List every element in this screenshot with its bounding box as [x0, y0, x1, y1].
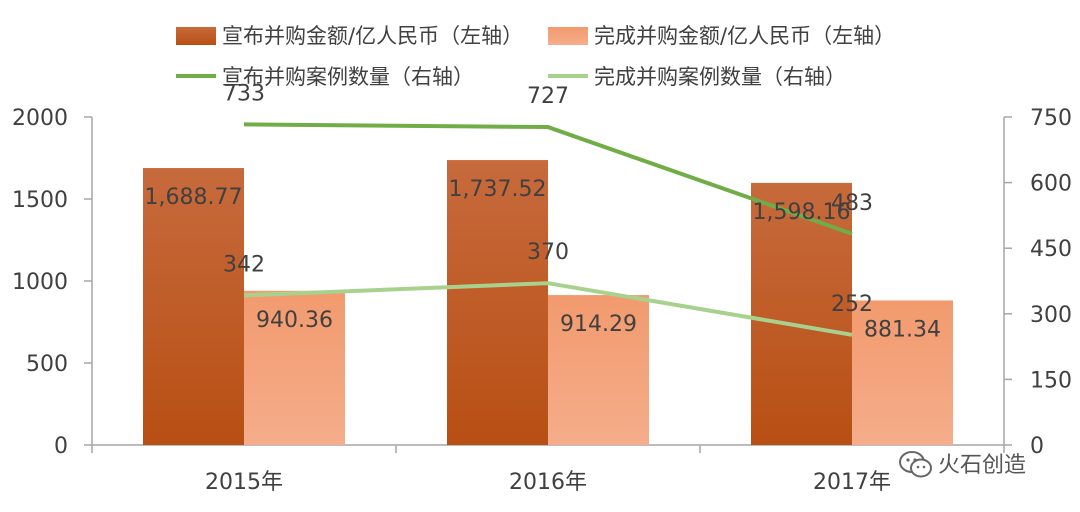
bar-announced-amount: [143, 168, 244, 445]
watermark-text: 火石创造: [938, 453, 1027, 478]
data-label-announced-amount: 1,598.16: [753, 200, 851, 225]
data-label-completed-amount: 914.29: [560, 312, 637, 337]
legend-item-completed-count: 完成并购案例数量（右轴）: [548, 61, 846, 91]
legend-label-announced-count: 宣布并购案例数量（右轴）: [222, 65, 474, 89]
left-axis-tick-label: 2000: [12, 106, 68, 131]
data-label-completed-count: 342: [223, 252, 265, 277]
bar-completed-amount: [244, 290, 345, 445]
legend-item-announced-amount: 宣布并购金额/亿人民币（左轴）: [176, 20, 523, 50]
left-axis-tick-label: 1500: [12, 188, 68, 213]
x-axis-tick-label: 2017年: [813, 470, 891, 495]
watermark: 火石创造: [898, 447, 1026, 483]
legend-label-completed-count: 完成并购案例数量（右轴）: [594, 65, 846, 89]
bar-announced-amount: [447, 160, 548, 445]
right-axis-tick-label: 600: [1030, 172, 1072, 197]
legend-swatch-announced-amount: [176, 27, 216, 45]
legend-swatch-completed-amount: [548, 27, 588, 45]
data-label-completed-count: 252: [831, 292, 873, 317]
data-label-completed-count: 370: [527, 240, 569, 265]
line-completed-count: [243, 281, 853, 337]
data-label-completed-amount: 881.34: [864, 317, 941, 342]
x-axis-tick-label: 2015年: [205, 470, 283, 495]
left-axis-tick-label: 1000: [12, 270, 68, 295]
data-label-announced-amount: 1,688.77: [145, 185, 243, 210]
legend-item-announced-count: 宣布并购案例数量（右轴）: [176, 61, 474, 91]
legend-swatch-completed-count: [548, 74, 588, 78]
legend-item-completed-amount: 完成并购金额/亿人民币（左轴）: [548, 20, 895, 50]
data-label-announced-count: 727: [527, 84, 569, 109]
right-axis-tick-label: 150: [1030, 368, 1072, 393]
legend-swatch-announced-count: [176, 74, 216, 78]
right-axis-tick-label: 300: [1030, 303, 1072, 328]
right-axis-tick-label: 450: [1030, 237, 1072, 262]
left-axis-tick-label: 500: [26, 352, 68, 377]
right-axis-tick-label: 750: [1030, 106, 1072, 131]
bar-completed-amount: [852, 300, 953, 445]
wechat-icon: [899, 451, 932, 478]
legend-label-announced-amount: 宣布并购金额/亿人民币（左轴）: [222, 24, 524, 48]
left-axis-tick-label: 0: [54, 434, 68, 459]
x-axis-tick-label: 2016年: [509, 470, 587, 495]
data-label-announced-count: 483: [831, 191, 873, 216]
bar-completed-amount: [548, 295, 649, 445]
legend-label-completed-amount: 完成并购金额/亿人民币（左轴）: [594, 24, 896, 48]
right-axis-tick-label: 0: [1030, 434, 1044, 459]
data-label-announced-amount: 1,737.52: [449, 177, 547, 202]
data-label-announced-count: 733: [223, 81, 265, 106]
data-label-completed-amount: 940.36: [256, 308, 333, 333]
line-announced-count: [243, 122, 853, 236]
